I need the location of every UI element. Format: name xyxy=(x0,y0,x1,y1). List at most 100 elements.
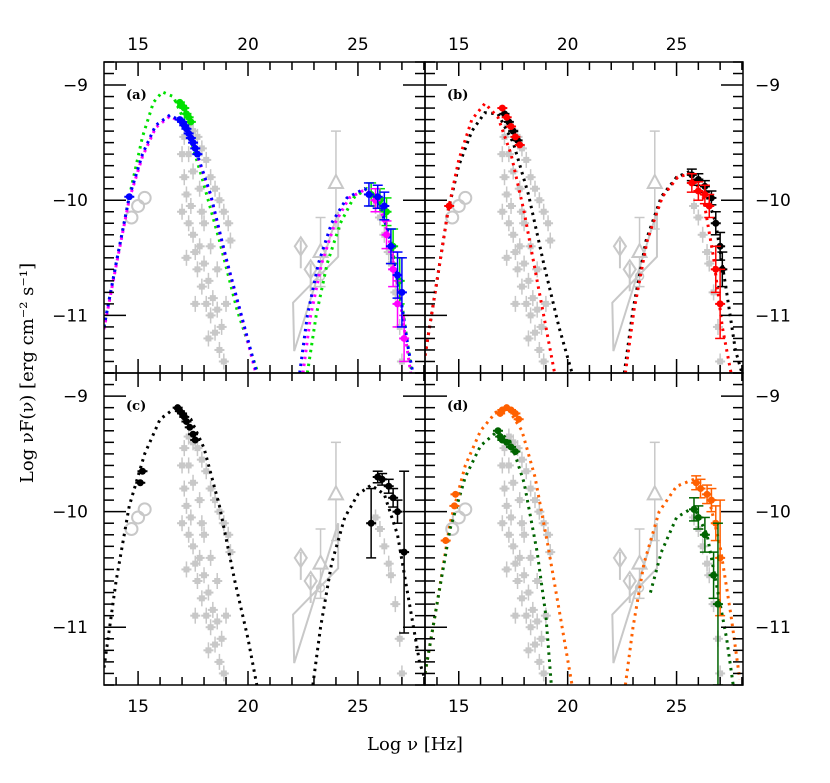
plot-area xyxy=(104,404,425,685)
data-point xyxy=(497,104,508,112)
archival-marker xyxy=(220,670,227,677)
archival-point xyxy=(510,295,521,312)
archival-marker xyxy=(396,635,403,642)
archival-marker xyxy=(505,462,512,469)
archival-point xyxy=(214,653,225,670)
archival-point xyxy=(203,584,214,601)
archival-marker xyxy=(534,618,541,625)
archival-marker xyxy=(192,300,199,307)
archival-point xyxy=(207,290,218,307)
panel-label: (b) xyxy=(447,88,468,103)
archival-marker xyxy=(201,572,208,579)
archival-marker xyxy=(514,445,521,452)
archival-marker xyxy=(501,445,508,452)
archival-marker xyxy=(695,214,702,221)
archival-marker xyxy=(503,191,510,198)
archival-marker xyxy=(203,156,210,163)
archival-marker xyxy=(216,197,223,204)
data-marker xyxy=(182,418,190,426)
archival-marker xyxy=(523,612,530,619)
archival-optical-circle xyxy=(458,502,473,517)
data-marker xyxy=(710,571,718,579)
archival-marker xyxy=(218,323,225,330)
archival-marker xyxy=(536,346,543,353)
archival-marker xyxy=(518,208,525,215)
data-marker xyxy=(380,202,388,210)
archival-marker xyxy=(203,612,210,619)
archival-point xyxy=(212,261,223,278)
archival-marker xyxy=(203,300,210,307)
archival-point xyxy=(512,261,523,278)
archival-marker xyxy=(505,220,512,227)
data-point xyxy=(513,415,524,423)
archival-marker xyxy=(706,260,713,267)
archival-marker xyxy=(527,174,534,181)
archival-point xyxy=(192,261,203,278)
archival-marker xyxy=(523,156,530,163)
bowtie-pivot-circle xyxy=(634,583,645,593)
archival-marker xyxy=(185,220,192,227)
archival-point xyxy=(534,503,545,520)
model-curve xyxy=(301,188,413,373)
archival-marker xyxy=(525,589,532,596)
archival-point xyxy=(181,249,192,266)
archival-point xyxy=(534,341,545,358)
x-tick-label: 25 xyxy=(666,697,688,717)
archival-marker xyxy=(198,283,205,290)
archival-marker xyxy=(185,151,192,158)
archival-marker xyxy=(531,641,538,648)
archival-marker xyxy=(525,647,532,654)
plot-area xyxy=(425,101,743,373)
archival-point xyxy=(704,255,715,272)
archival-point xyxy=(383,555,394,572)
archival-point xyxy=(534,192,545,209)
archival-marker xyxy=(198,145,205,152)
data-point xyxy=(510,448,521,456)
data-point xyxy=(190,144,201,152)
archival-point xyxy=(379,538,390,555)
y-tick-label: −10 xyxy=(52,191,88,211)
archival-point xyxy=(712,318,723,335)
archival-marker xyxy=(214,618,221,625)
archival-marker xyxy=(505,151,512,158)
archival-point xyxy=(194,549,205,566)
archival-point xyxy=(203,330,214,347)
data-point xyxy=(440,537,451,545)
archival-point xyxy=(199,526,210,543)
archival-marker xyxy=(201,531,208,538)
archival-point xyxy=(188,538,199,555)
archival-point xyxy=(374,521,385,537)
archival-marker xyxy=(194,266,201,273)
model-curve xyxy=(623,477,742,685)
data-point xyxy=(188,430,199,438)
panel-label: (c) xyxy=(126,399,146,414)
archival-marker xyxy=(216,346,223,353)
archival-point xyxy=(536,318,547,335)
archival-point xyxy=(523,330,534,347)
archival-point xyxy=(225,544,236,561)
archival-point xyxy=(177,203,188,220)
data-marker xyxy=(712,219,720,227)
data-marker xyxy=(193,150,201,158)
archival-point xyxy=(205,619,216,636)
archival-point xyxy=(214,192,225,209)
data-point xyxy=(388,487,399,508)
archival-marker xyxy=(503,566,510,573)
archival-marker xyxy=(207,243,214,250)
archival-point xyxy=(194,180,205,197)
archival-marker xyxy=(209,606,216,613)
y-tick-label: −9 xyxy=(63,76,88,96)
data-point xyxy=(506,123,517,131)
archival-marker xyxy=(527,554,534,561)
data-point xyxy=(510,409,521,417)
data-point xyxy=(399,314,410,363)
archival-marker xyxy=(205,647,212,654)
archival-marker xyxy=(499,208,506,215)
archival-marker xyxy=(527,624,534,631)
data-marker xyxy=(394,508,402,516)
archival-point xyxy=(218,515,229,532)
archival-marker xyxy=(516,243,523,250)
archival-point xyxy=(543,215,554,232)
archival-marker xyxy=(207,174,214,181)
archival-marker xyxy=(529,606,536,613)
